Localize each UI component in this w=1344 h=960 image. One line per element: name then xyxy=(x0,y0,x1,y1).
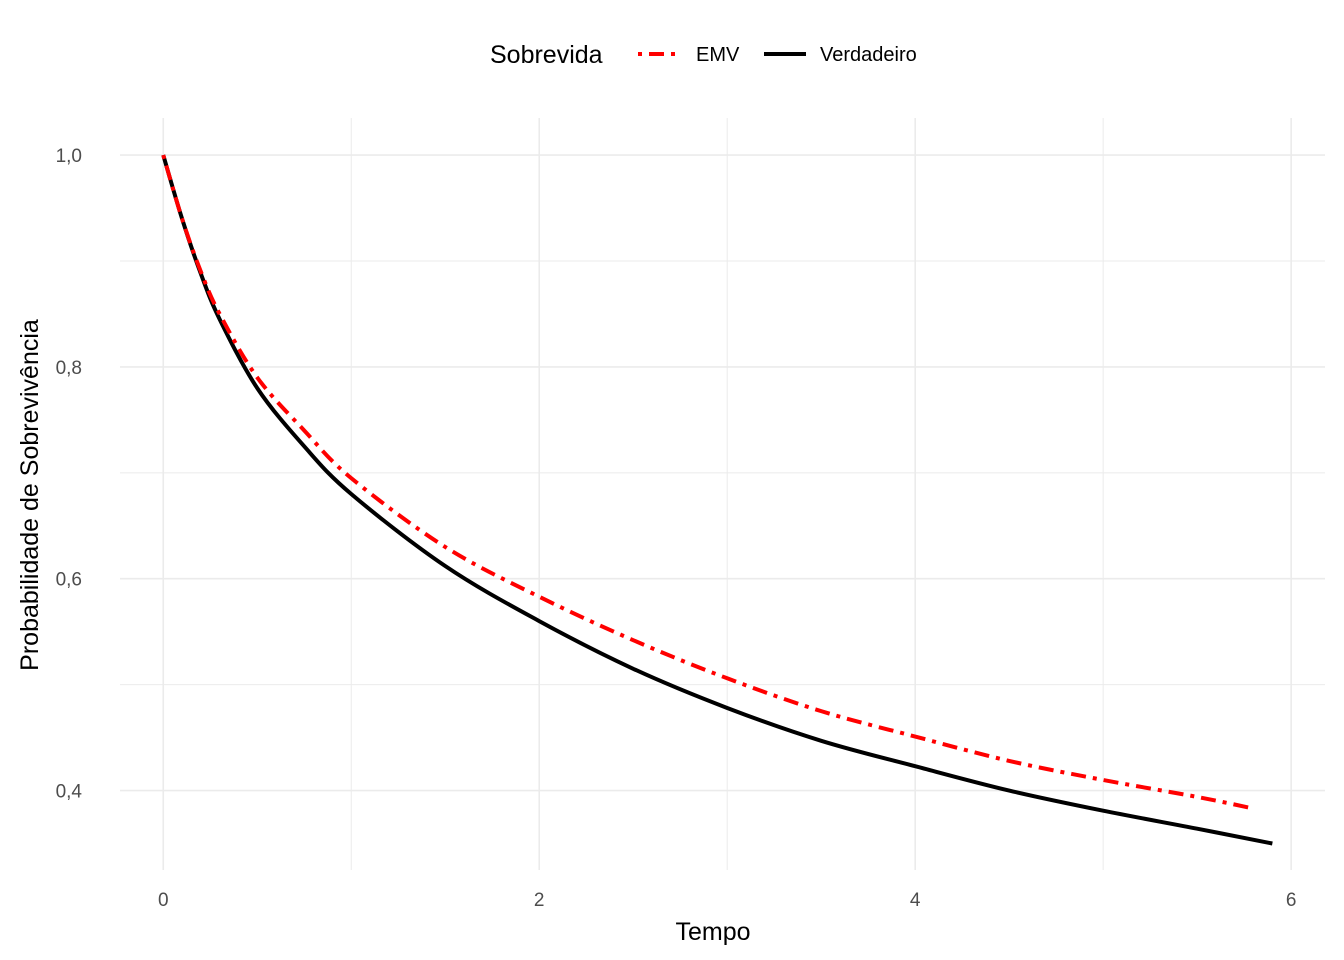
x-tick-label: 4 xyxy=(910,890,921,911)
y-tick-label: 0,4 xyxy=(56,782,83,803)
legend-label-verdadeiro: Verdadeiro xyxy=(820,44,917,66)
series-line-emv xyxy=(161,154,1254,811)
x-tick-label: 0 xyxy=(158,890,169,911)
y-tick-label: 0,8 xyxy=(56,358,82,379)
legend-title: Sobrevida xyxy=(490,41,603,69)
y-tick-labels: 0,4 0,6 0,8 1,0 xyxy=(56,146,83,802)
legend-label-emv: EMV xyxy=(696,44,740,66)
x-tick-labels: 0 2 4 6 xyxy=(158,890,1297,911)
series-line-verdadeiro xyxy=(161,154,1273,846)
legend: Sobrevida EMV Verdadeiro xyxy=(490,41,917,69)
x-tick-label: 2 xyxy=(534,890,545,911)
y-tick-label: 1,0 xyxy=(56,146,82,167)
y-axis-title: Probabilidade de Sobrevivência xyxy=(16,319,44,671)
series-layer xyxy=(161,154,1273,846)
y-tick-label: 0,6 xyxy=(56,570,82,591)
x-axis-title: Tempo xyxy=(675,918,750,946)
x-tick-label: 6 xyxy=(1286,890,1297,911)
grid-major xyxy=(120,118,1325,870)
grid-minor xyxy=(120,118,1325,870)
